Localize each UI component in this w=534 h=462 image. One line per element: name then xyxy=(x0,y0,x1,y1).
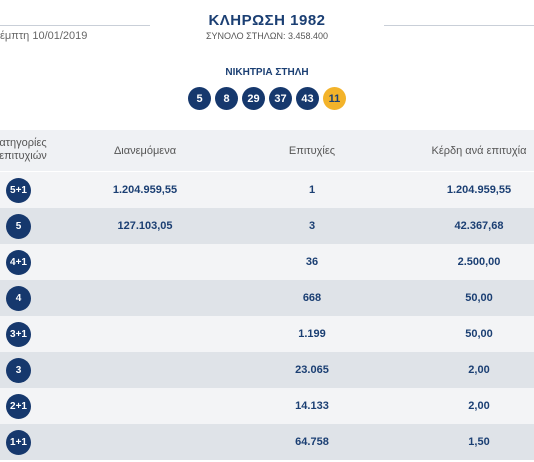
prize-per-winner: 50,00 xyxy=(465,292,493,304)
winning-column-label: ΝΙΚΗΤΡΙΑ ΣΤΗΛΗ xyxy=(225,67,309,78)
draw-date: έμπτη 10/01/2019 xyxy=(0,30,88,42)
distributed-amount xyxy=(90,388,200,424)
distributed-amount: 1.204.959,55 xyxy=(112,184,178,196)
category-badge: 3+1 xyxy=(6,322,31,347)
distributed-amount xyxy=(90,424,200,460)
table-header: ατηγορίες επιτυχιών Διανεμόμενα Επιτυχίε… xyxy=(0,130,534,171)
category-badge: 3 xyxy=(6,358,31,383)
winners-count: 23.065 xyxy=(295,364,329,376)
prize-per-winner: 1,50 xyxy=(468,436,490,448)
prize-per-winner: 50,00 xyxy=(465,328,493,340)
distributed-amount xyxy=(90,280,200,316)
divider-right xyxy=(384,25,534,26)
col-prize: Κέρδη ανά επιτυχία xyxy=(431,145,527,157)
winning-number: 5 xyxy=(188,87,211,110)
col-winners: Επιτυχίες xyxy=(288,145,336,157)
winners-count: 668 xyxy=(302,292,322,304)
divider-left xyxy=(0,25,150,26)
prize-per-winner: 1.204.959,55 xyxy=(446,184,512,196)
winners-count: 14.133 xyxy=(295,400,329,412)
total-columns: ΣΥΝΟΛΟ ΣΤΗΛΩΝ: 3.458.400 xyxy=(205,31,329,41)
table-row: 5 127.103,05 3 42.367,68 xyxy=(0,208,534,244)
prize-per-winner: 2,00 xyxy=(468,400,490,412)
table-row: 4+1 36 2.500,00 xyxy=(0,244,534,280)
winners-count: 3 xyxy=(308,220,316,232)
distributed-amount xyxy=(90,244,200,280)
category-badge: 2+1 xyxy=(6,394,31,419)
prize-per-winner: 2,00 xyxy=(468,364,490,376)
category-badge: 4+1 xyxy=(6,250,31,275)
category-badge: 5 xyxy=(6,214,31,239)
distributed-amount xyxy=(90,316,200,352)
winning-number: 8 xyxy=(215,87,238,110)
winners-count: 36 xyxy=(305,256,319,268)
table-row: 1+1 64.758 1,50 xyxy=(0,424,534,460)
winners-count: 1.199 xyxy=(298,328,326,340)
winning-number: 43 xyxy=(296,87,319,110)
col-categories: ατηγορίες επιτυχιών xyxy=(0,137,47,162)
winners-count: 64.758 xyxy=(295,436,329,448)
table-row: 2+1 14.133 2,00 xyxy=(0,388,534,424)
table-row: 3+1 1.199 50,00 xyxy=(0,316,534,352)
table-row: 3 23.065 2,00 xyxy=(0,352,534,388)
col-distributed: Διανεμόμενα xyxy=(113,145,177,157)
prize-per-winner: 42.367,68 xyxy=(454,220,504,232)
distributed-amount: 127.103,05 xyxy=(117,220,173,232)
table-row: 4 668 50,00 xyxy=(0,280,534,316)
winning-number: 37 xyxy=(269,87,292,110)
winning-number: 29 xyxy=(242,87,265,110)
draw-title: ΚΛΗΡΩΣΗ 1982 xyxy=(208,12,326,29)
table-row: 5+1 1.204.959,55 1 1.204.959,55 xyxy=(0,172,534,208)
winners-count: 1 xyxy=(308,184,316,196)
category-badge: 4 xyxy=(6,286,31,311)
distributed-amount xyxy=(90,352,200,388)
category-badge: 5+1 xyxy=(6,178,31,203)
category-badge: 1+1 xyxy=(6,430,31,455)
prize-per-winner: 2.500,00 xyxy=(457,256,501,268)
winning-balls: 5 8 29 37 43 11 xyxy=(0,87,534,110)
bonus-number: 11 xyxy=(323,87,346,110)
